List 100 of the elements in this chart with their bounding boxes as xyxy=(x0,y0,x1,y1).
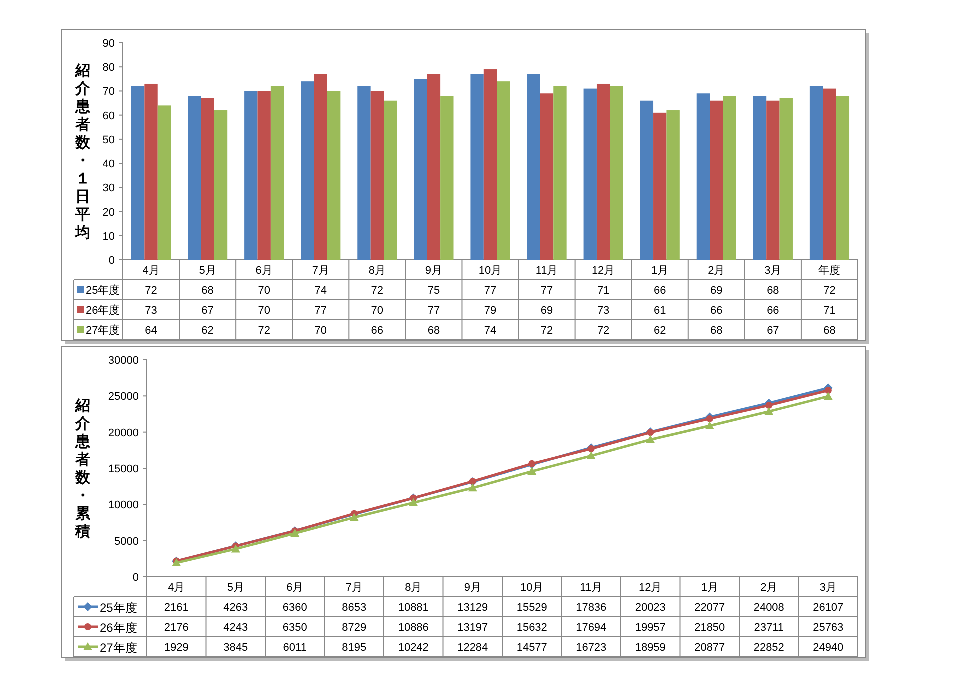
x-tick-label: 7月 xyxy=(346,582,363,594)
data-label: 68 xyxy=(710,325,723,337)
point xyxy=(528,467,537,476)
data-label: 67 xyxy=(767,325,780,337)
data-label: 20877 xyxy=(694,642,726,654)
bar xyxy=(610,86,624,260)
x-tick-label: 12月 xyxy=(592,265,616,277)
data-label: 73 xyxy=(145,305,158,317)
x-tick-label: 10月 xyxy=(478,265,502,277)
bar xyxy=(188,96,202,260)
bar xyxy=(753,96,767,260)
data-label: 4243 xyxy=(224,622,248,634)
bar xyxy=(823,88,836,260)
y-tick-label: 20000 xyxy=(108,427,139,440)
y-tick-label: 50 xyxy=(102,134,115,146)
bar xyxy=(131,86,145,260)
bar xyxy=(640,100,654,260)
bar xyxy=(654,112,667,260)
y-tick-label: 80 xyxy=(102,62,115,74)
data-label: 72 xyxy=(258,325,270,337)
bar xyxy=(484,70,498,260)
data-label: 77 xyxy=(484,285,497,297)
y-tick-label: 5000 xyxy=(114,536,139,548)
bar xyxy=(470,74,484,260)
data-label: 14577 xyxy=(516,642,548,654)
bar xyxy=(836,96,850,260)
data-label: 23711 xyxy=(754,622,784,634)
x-tick-label: 7月 xyxy=(312,265,330,277)
point xyxy=(824,392,833,400)
point xyxy=(706,415,714,422)
data-label: 72 xyxy=(540,325,554,337)
data-label: 64 xyxy=(145,325,158,337)
x-tick-label: 2月 xyxy=(760,582,778,594)
y-tick-label: 0 xyxy=(132,572,139,584)
x-tick-label: 1月 xyxy=(652,265,669,277)
y-tick-label: 10000 xyxy=(108,500,139,512)
bar xyxy=(270,86,284,260)
data-label: 19957 xyxy=(635,622,666,634)
data-label: 6360 xyxy=(282,602,308,614)
data-label: 68 xyxy=(767,285,780,297)
bar xyxy=(497,82,510,260)
x-tick-label: 8月 xyxy=(368,265,386,277)
y-tick-label: 70 xyxy=(102,86,115,98)
bar xyxy=(214,110,228,260)
point xyxy=(766,402,773,409)
data-label: 10886 xyxy=(398,622,429,634)
point xyxy=(764,407,774,416)
x-tick-label: 4月 xyxy=(168,582,186,594)
data-label: 68 xyxy=(202,285,214,297)
data-label: 77 xyxy=(540,285,554,297)
data-label: 24008 xyxy=(754,602,784,614)
data-label: 66 xyxy=(767,305,780,317)
data-label: 18959 xyxy=(635,642,666,654)
point xyxy=(705,421,714,430)
data-label: 24940 xyxy=(813,642,844,654)
bar xyxy=(327,91,341,260)
data-label: 66 xyxy=(371,325,384,337)
data-label: 2161 xyxy=(164,602,189,614)
data-label: 66 xyxy=(710,305,723,317)
data-label: 13129 xyxy=(458,602,488,614)
bar xyxy=(596,84,610,260)
x-tick-label: 9月 xyxy=(425,265,443,277)
data-label: 22852 xyxy=(754,642,784,654)
bar xyxy=(244,91,258,260)
bar xyxy=(158,106,172,260)
data-label: 69 xyxy=(540,305,554,317)
data-label: 15632 xyxy=(516,622,548,634)
legend-label: 27年度 xyxy=(86,324,120,337)
data-label: 10242 xyxy=(398,642,429,654)
data-label: 72 xyxy=(824,285,836,297)
data-label: 8729 xyxy=(342,622,367,634)
bar xyxy=(723,96,736,260)
data-label: 75 xyxy=(428,285,440,297)
x-tick-label: 12月 xyxy=(639,582,662,594)
text: 紹介患者数・１日平均 xyxy=(76,64,90,242)
x-tick-label: 8月 xyxy=(405,582,422,594)
y-tick-label: 0 xyxy=(108,255,115,267)
bar xyxy=(370,91,384,260)
data-label: 6011 xyxy=(283,642,307,654)
data-label: 72 xyxy=(597,325,610,337)
data-label: 62 xyxy=(202,325,214,337)
x-tick-label: 4月 xyxy=(142,265,160,277)
data-label: 66 xyxy=(654,285,666,297)
bar xyxy=(810,86,824,260)
data-label: 12284 xyxy=(458,642,488,654)
x-tick-label: 年度 xyxy=(818,264,841,277)
y-tick-label: 60 xyxy=(102,110,115,122)
legend-label: 26年度 xyxy=(86,304,120,317)
legend-label: 25年度 xyxy=(100,601,138,615)
data-label: 10881 xyxy=(398,602,429,614)
x-tick-label: 10月 xyxy=(520,582,544,594)
data-label: 25763 xyxy=(813,622,844,634)
x-tick-label: 11月 xyxy=(536,265,558,277)
point xyxy=(646,435,656,444)
x-tick-label: 11月 xyxy=(580,582,603,594)
bar xyxy=(427,74,441,260)
y-tick-label: 20 xyxy=(102,206,115,219)
data-label: 71 xyxy=(597,285,610,297)
x-tick-label: 9月 xyxy=(464,582,482,594)
point xyxy=(586,452,596,460)
